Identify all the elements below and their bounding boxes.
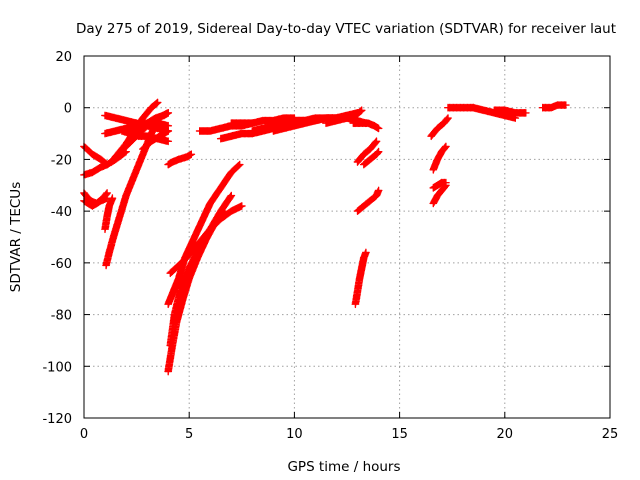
- series-arc-26: [349, 119, 383, 133]
- series-markers: [101, 194, 117, 234]
- x-tick-label: 10: [286, 427, 303, 442]
- series-markers: [538, 101, 570, 112]
- series-arc-25: [322, 106, 366, 128]
- series-markers: [353, 186, 383, 215]
- series-arc-34: [429, 181, 450, 208]
- y-tick-label: -100: [42, 360, 72, 375]
- series-markers: [349, 119, 383, 133]
- y-tick-label: -60: [51, 257, 72, 272]
- series-arc-14: [164, 150, 196, 169]
- chart-title: Day 275 of 2019, Sidereal Day-to-day VTE…: [76, 21, 616, 37]
- series-arc-21: [227, 114, 299, 128]
- series-markers: [427, 114, 452, 141]
- series-markers: [227, 114, 299, 128]
- series-markers: [351, 248, 370, 309]
- series-arc-33: [429, 178, 450, 192]
- y-tick-label: 0: [64, 102, 72, 117]
- series-markers: [429, 181, 450, 208]
- x-tick-label: 20: [497, 427, 514, 442]
- plot-frame: [83, 55, 611, 419]
- series-arc-27: [353, 137, 381, 166]
- x-tick-label: 5: [185, 427, 193, 442]
- x-tick-label: 25: [602, 427, 619, 442]
- series-markers: [429, 142, 450, 174]
- series-arc-05: [101, 194, 117, 234]
- series-arc-13: [118, 127, 173, 146]
- series-arc-29: [353, 186, 383, 215]
- data-traces: [80, 98, 570, 376]
- series-markers: [359, 147, 383, 169]
- series-arc-18: [166, 202, 246, 278]
- y-tick-label: -80: [51, 309, 72, 324]
- x-tick-label: 0: [80, 427, 88, 442]
- series-markers: [353, 137, 381, 166]
- series-arc-38: [538, 101, 570, 112]
- y-axis-label: SDTVAR / TECUs: [8, 182, 24, 292]
- grid-lines: [84, 56, 610, 418]
- series-markers: [322, 106, 366, 128]
- y-tick-label: -120: [42, 412, 72, 427]
- axis-ticks: 0 5 10 15 20 25 -120 -100 -80 -60 -40 -20 0 20: [42, 50, 618, 442]
- y-tick-label: 20: [55, 50, 72, 65]
- series-markers: [164, 150, 196, 169]
- series-arc-37: [490, 106, 530, 117]
- x-tick-label: 15: [391, 427, 408, 442]
- series-markers: [444, 103, 478, 112]
- series-markers: [118, 127, 173, 146]
- series-markers: [166, 202, 246, 278]
- series-arc-28: [359, 147, 383, 169]
- series-arc-32: [429, 142, 450, 174]
- x-axis-label: GPS time / hours: [287, 459, 400, 475]
- y-tick-label: -40: [51, 205, 72, 220]
- series-arc-30: [351, 248, 370, 309]
- series-arc-31: [427, 114, 452, 141]
- y-tick-label: -20: [51, 153, 72, 168]
- series-markers: [490, 106, 530, 117]
- series-markers: [429, 178, 450, 192]
- series-arc-35: [444, 103, 478, 112]
